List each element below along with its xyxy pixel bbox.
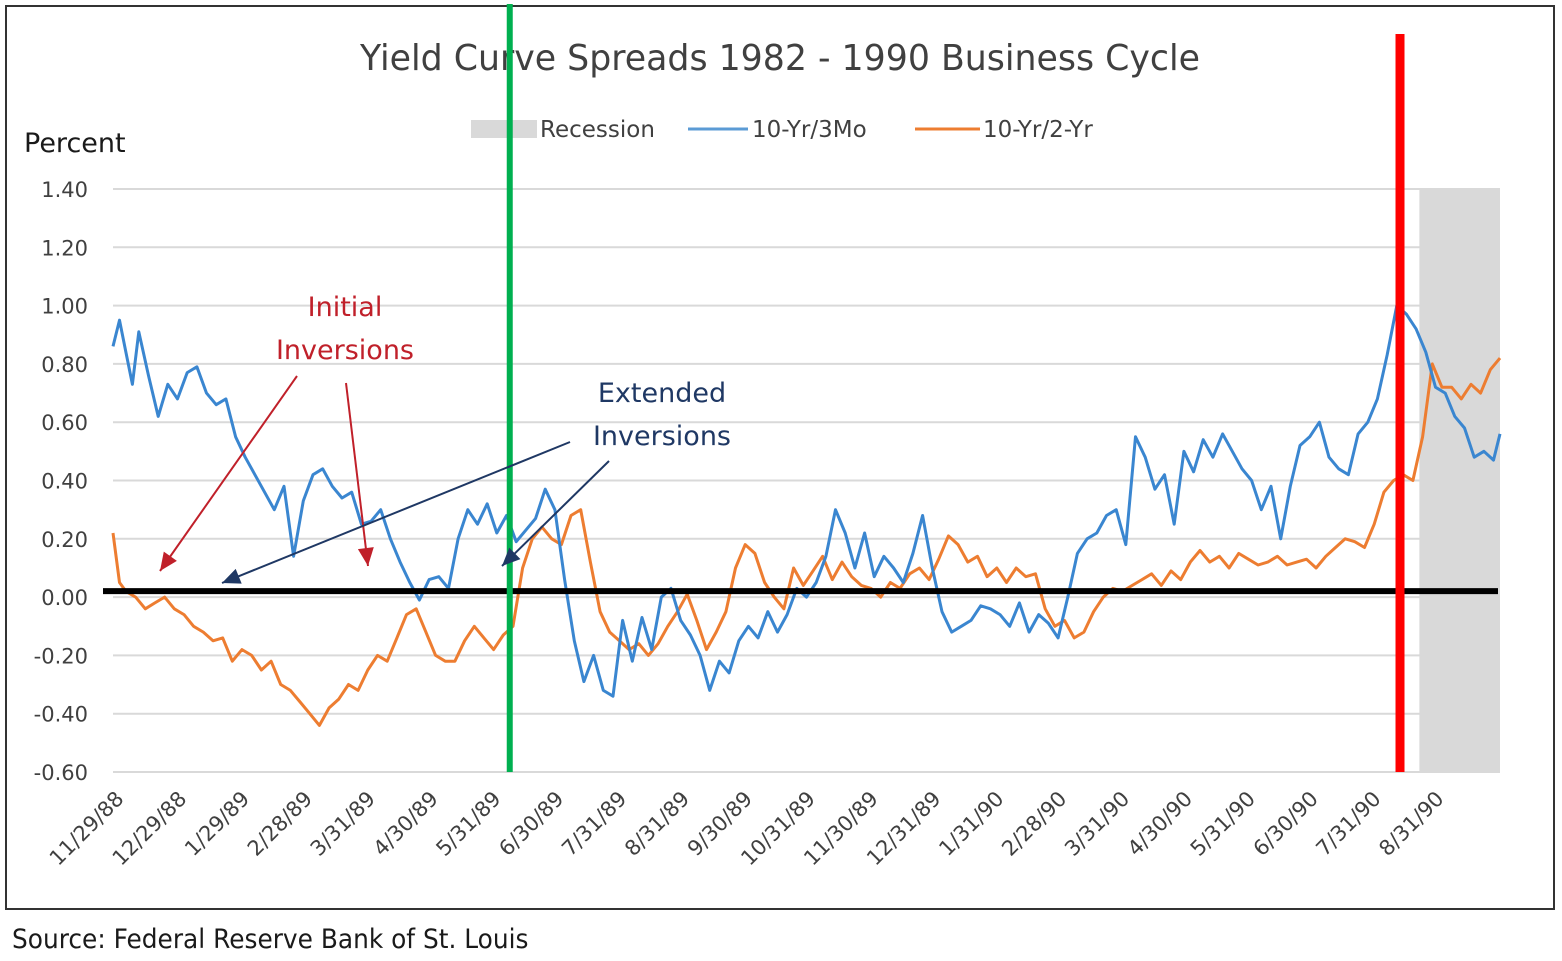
arrow-initial-2-shaft	[345, 382, 369, 567]
gridlines	[113, 188, 1500, 773]
x-tick-label: 2/28/90	[997, 787, 1071, 861]
annotation-initial-line2: Inversions	[276, 335, 414, 366]
x-tick-label: 7/31/90	[1311, 787, 1385, 861]
chart-title: Yield Curve Spreads 1982 - 1990 Business…	[359, 38, 1200, 79]
y-tick-label: 0.00	[41, 586, 88, 610]
annotation-initial-line1: Initial	[308, 292, 383, 323]
x-tick-label: 7/31/89	[557, 787, 631, 861]
y-tick-label: 1.00	[41, 295, 88, 319]
x-tick-label: 8/31/90	[1374, 787, 1448, 861]
arrow-initial-1-head	[160, 551, 177, 571]
x-tick-label: 1/29/89	[180, 787, 254, 861]
legend-swatch-recession	[471, 120, 537, 138]
x-tick-label: 4/30/90	[1123, 787, 1197, 861]
arrow-initial-1-shaft	[159, 375, 298, 572]
annotation-arrows	[159, 375, 610, 584]
series-line-10-yr-2-yr	[111, 357, 1502, 727]
y-tick-label: -0.60	[34, 761, 88, 785]
arrow-extended-1-shaft	[221, 441, 571, 584]
y-axis-label: Percent	[24, 128, 126, 159]
reference-lines	[103, 4, 1498, 772]
y-tick-label: -0.40	[34, 703, 88, 727]
arrow-extended-2-shaft	[501, 460, 610, 567]
y-tick-labels: 1.40 1.20 1.00 0.80 0.60 0.40 0.20 0.00 -0.20 -0.…	[34, 178, 88, 785]
annotation-extended-line1: Extended	[598, 378, 726, 409]
legend-label-recession: Recession	[540, 117, 655, 143]
x-tick-label: 2/28/89	[243, 787, 317, 861]
y-tick-label: 0.20	[41, 528, 88, 552]
y-tick-label: 1.40	[41, 178, 88, 202]
x-tick-label: 4/30/89	[369, 787, 443, 861]
annotation-extended-inversions: Extended Inversions	[593, 378, 731, 452]
legend: Recession 10-Yr/3Mo 10-Yr/2-Yr	[471, 117, 1093, 143]
x-tick-label: 8/31/89	[620, 787, 694, 861]
arrow-extended-1-head	[222, 568, 242, 584]
annotation-initial-inversions: Initial Inversions	[276, 292, 414, 366]
x-tick-label: 3/31/89	[306, 787, 380, 861]
y-tick-label: 0.60	[41, 411, 88, 435]
x-tick-label: 6/30/89	[494, 787, 568, 861]
x-tick-label: 5/31/89	[431, 787, 505, 861]
y-tick-label: 0.80	[41, 353, 88, 377]
x-tick-label: 3/31/90	[1060, 787, 1134, 861]
source-note: Source: Federal Reserve Bank of St. Loui…	[12, 924, 529, 955]
y-tick-label: -0.20	[34, 644, 88, 668]
x-tick-label: 6/30/90	[1249, 787, 1323, 861]
arrow-extended-2-head	[502, 547, 521, 566]
annotation-extended-line2: Inversions	[593, 421, 731, 452]
legend-label-10yr-2yr: 10-Yr/2-Yr	[983, 117, 1093, 143]
y-tick-label: 0.40	[41, 470, 88, 494]
x-tick-label: 1/31/90	[934, 787, 1008, 861]
x-tick-label: 5/31/90	[1186, 787, 1260, 861]
series-lines	[111, 304, 1502, 727]
x-tick-labels: 11/29/8812/29/881/29/892/28/893/31/894/3…	[45, 787, 1449, 871]
y-tick-label: 1.20	[41, 236, 88, 260]
legend-label-10yr-3mo: 10-Yr/3Mo	[752, 117, 867, 143]
arrow-initial-2-head	[357, 547, 374, 566]
